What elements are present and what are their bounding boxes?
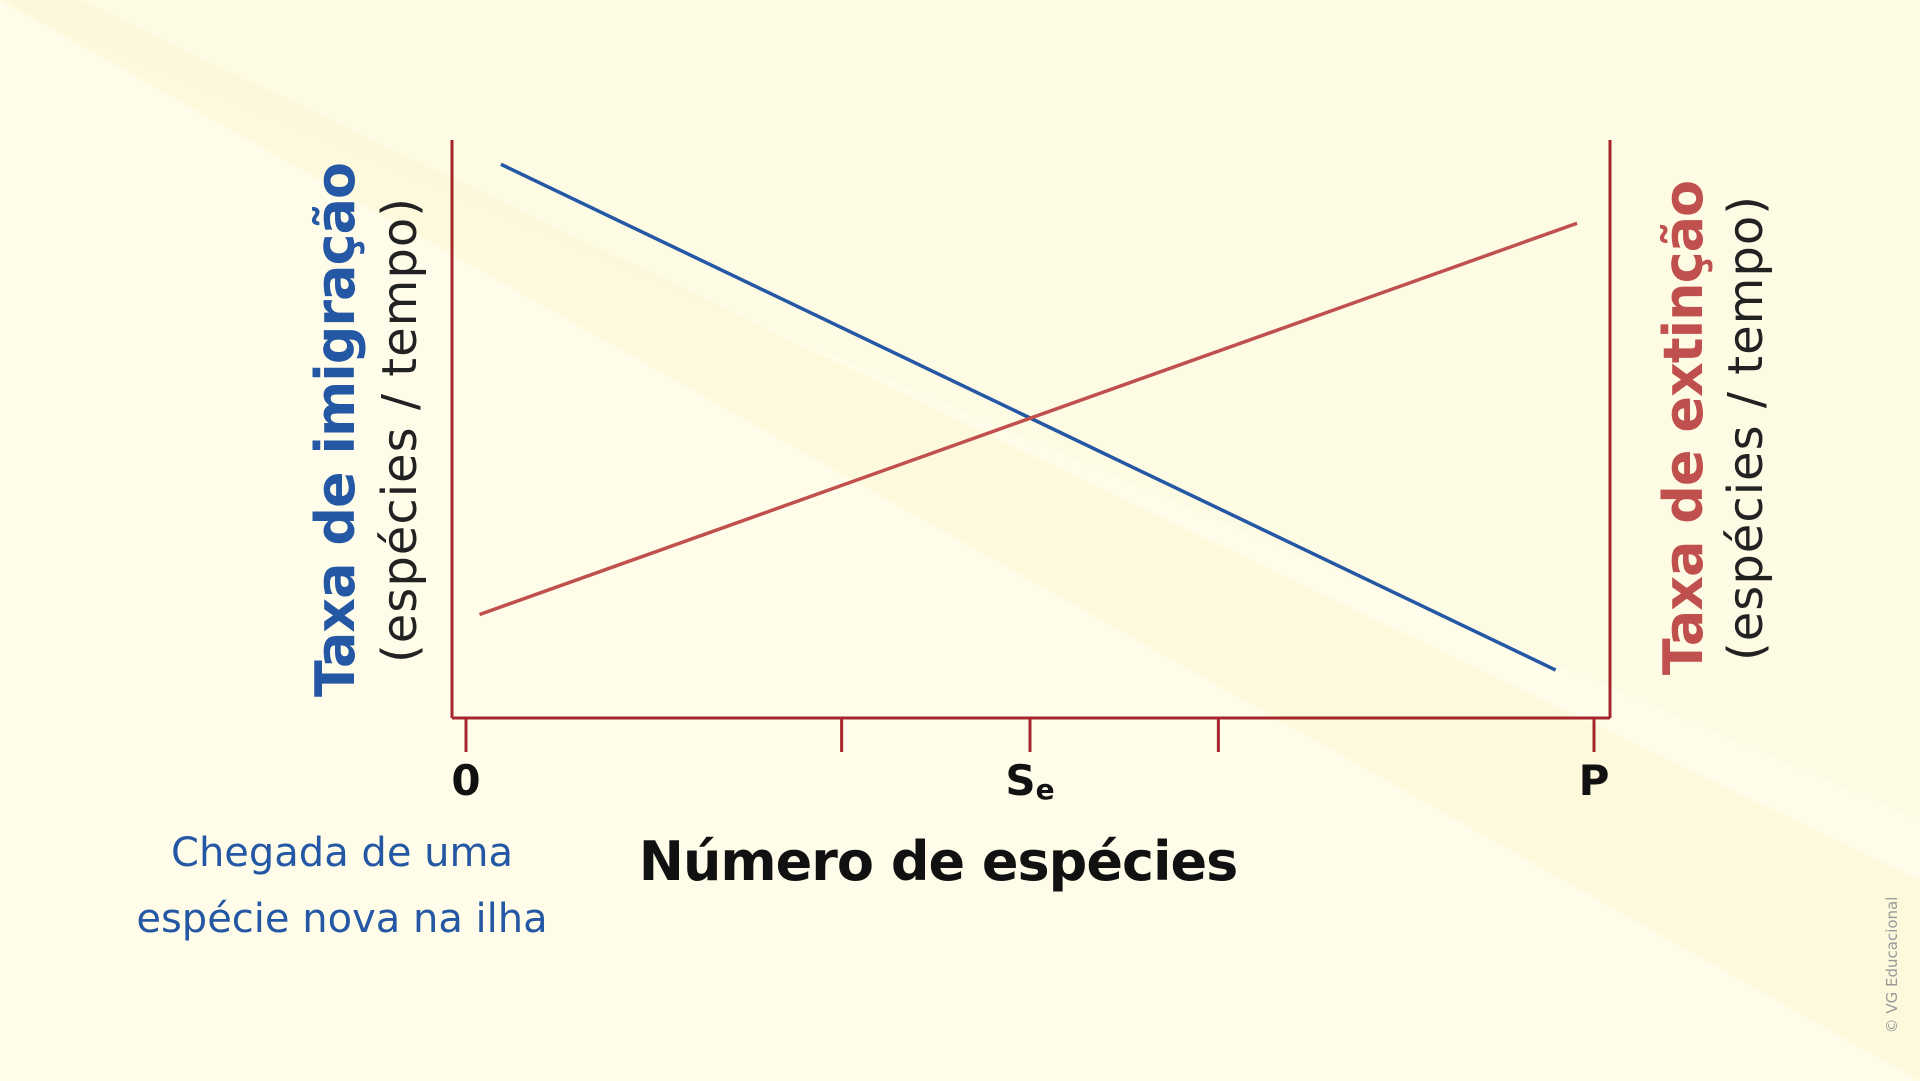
right-axis-unit: (espécies / tempo) [1718,195,1774,661]
series-lines [478,162,1578,672]
x-axis-title: Número de espécies [638,830,1238,893]
annotation-line-2: espécie nova na ilha [136,896,548,942]
x-tick-label-0: 0 [451,756,481,805]
left-axis-unit: (espécies / tempo) [372,197,428,663]
x-tick-label-2: Se [1005,756,1055,806]
annotation-note: Chegada de uma espécie nova na ilha [136,820,547,952]
annotation-line-1: Chegada de uma [171,830,513,876]
x-tick-label-4: P [1578,756,1610,805]
x-ticks [464,718,1596,752]
right-axis-title: Taxa de extinção [1652,180,1715,676]
left-axis-title: Taxa de imigração [304,162,367,698]
copyright-text: © VG Educacional [1883,896,1901,1034]
extinction-line [478,221,1578,617]
